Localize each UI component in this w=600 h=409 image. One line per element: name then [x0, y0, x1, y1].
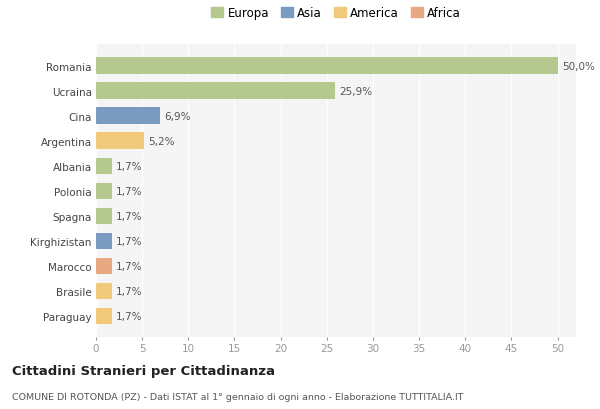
Text: Cittadini Stranieri per Cittadinanza: Cittadini Stranieri per Cittadinanza — [12, 364, 275, 377]
Text: 1,7%: 1,7% — [116, 286, 143, 296]
Legend: Europa, Asia, America, Africa: Europa, Asia, America, Africa — [211, 7, 461, 20]
Bar — [96, 208, 112, 224]
Text: COMUNE DI ROTONDA (PZ) - Dati ISTAT al 1° gennaio di ogni anno - Elaborazione TU: COMUNE DI ROTONDA (PZ) - Dati ISTAT al 1… — [12, 392, 464, 401]
Text: 5,2%: 5,2% — [149, 136, 175, 146]
Bar — [96, 83, 335, 99]
Text: 1,7%: 1,7% — [116, 236, 143, 246]
Text: 1,7%: 1,7% — [116, 161, 143, 171]
Text: 1,7%: 1,7% — [116, 311, 143, 321]
Text: 1,7%: 1,7% — [116, 261, 143, 271]
Bar — [96, 283, 112, 299]
Bar — [96, 183, 112, 199]
Bar — [96, 308, 112, 324]
Bar — [96, 158, 112, 174]
Text: 6,9%: 6,9% — [164, 111, 191, 121]
Bar — [96, 258, 112, 274]
Bar — [96, 133, 144, 149]
Bar — [96, 108, 160, 124]
Text: 25,9%: 25,9% — [340, 86, 373, 97]
Text: 1,7%: 1,7% — [116, 211, 143, 221]
Text: 50,0%: 50,0% — [562, 61, 595, 72]
Bar — [96, 58, 557, 74]
Bar — [96, 233, 112, 249]
Text: 1,7%: 1,7% — [116, 186, 143, 196]
